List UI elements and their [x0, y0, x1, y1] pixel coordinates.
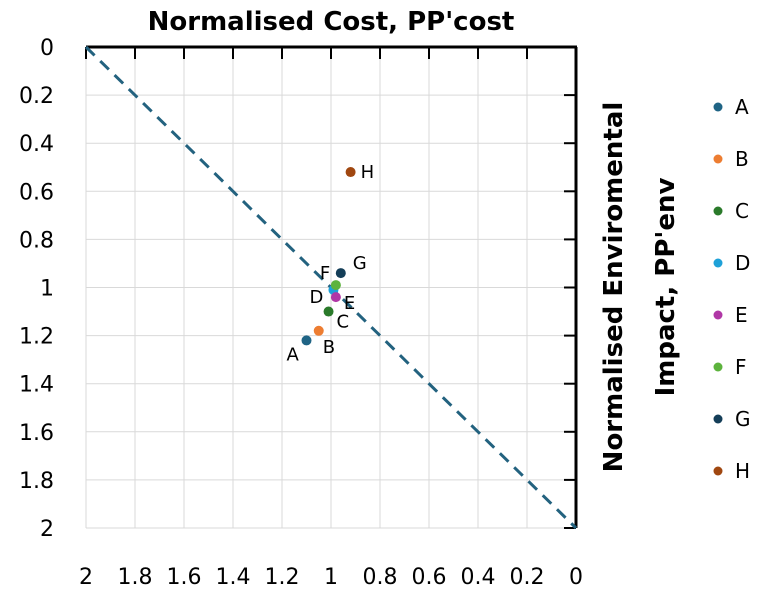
point-labels: A BCD EF G H	[287, 162, 375, 365]
y-axis-title-line2: Impact, PP'env	[651, 178, 681, 397]
data-point-e	[330, 292, 341, 303]
x-tick-label: 1.2	[265, 565, 300, 590]
y-tick-label: 0.4	[19, 132, 54, 157]
legend-marker-g	[713, 414, 723, 424]
legend-item: E	[713, 303, 748, 327]
y-tick-label: 2	[40, 517, 54, 542]
point-label-g: G	[353, 253, 367, 274]
y-tick-label: 0.2	[19, 84, 54, 109]
y-tick-labels: 0 0.2 0.4 0.6 0.8 1 1.2 1.4 1.6 1.8 2	[19, 36, 54, 542]
legend-label: E	[735, 303, 748, 327]
chart-title: Normalised Cost, PP'cost	[148, 7, 515, 37]
x-tick-label: 1.6	[167, 565, 202, 590]
y-tick-label: 0.8	[19, 228, 54, 253]
y-tick-label: 1.6	[19, 421, 54, 446]
point-label-e: E	[344, 293, 355, 314]
y-tick-label: 1.4	[19, 373, 54, 398]
legend-item: G	[713, 407, 751, 431]
x-tick-label: 0.6	[412, 565, 447, 590]
legend-item: H	[713, 459, 750, 483]
legend-marker-h	[713, 466, 723, 476]
legend-label: C	[735, 199, 749, 223]
legend-item: B	[713, 147, 749, 171]
legend-label: A	[735, 95, 749, 119]
legend-marker-d	[713, 258, 723, 268]
data-point-c	[323, 306, 334, 317]
x-tick-label: 1	[324, 565, 338, 590]
point-label-h: H	[361, 162, 375, 183]
legend-item: A	[713, 95, 749, 119]
x-tick-label: 0.8	[363, 565, 398, 590]
point-label-c: C	[337, 312, 350, 333]
legend-marker-f	[713, 362, 723, 372]
legend: A B C D E F G H	[713, 95, 751, 483]
y-tick-label: 0	[40, 36, 54, 61]
y-tick-label: 1.2	[19, 325, 54, 350]
y-axis-title: Normalised Enviromental Impact, PP'env	[599, 102, 681, 473]
legend-label: G	[735, 407, 751, 431]
axes	[85, 45, 578, 529]
y-tick-label: 1.8	[19, 469, 54, 494]
x-tick-label: 2	[79, 565, 93, 590]
x-tick-label: 0.4	[461, 565, 496, 590]
legend-marker-b	[713, 154, 723, 164]
legend-label: H	[735, 459, 750, 483]
legend-item: D	[713, 251, 750, 275]
legend-marker-e	[713, 310, 723, 320]
y-axis-title-line1: Normalised Enviromental	[599, 102, 629, 473]
x-tick-label: 1.8	[118, 565, 153, 590]
x-tick-label: 0.2	[510, 565, 545, 590]
data-point-b	[313, 325, 324, 336]
data-point-g	[335, 268, 346, 279]
point-label-b: B	[323, 337, 335, 358]
legend-marker-c	[713, 206, 723, 216]
legend-item: C	[713, 199, 749, 223]
legend-label: F	[735, 355, 747, 379]
data-point-a	[301, 335, 312, 346]
data-point-f	[330, 280, 341, 291]
data-point-h	[345, 167, 356, 178]
point-label-d: D	[309, 287, 323, 308]
x-tick-labels: 2 1.8 1.6 1.4 1.2 1 0.8 0.6 0.4 0.2 0	[79, 565, 583, 590]
legend-label: D	[735, 251, 750, 275]
y-tick-label: 0.6	[19, 180, 54, 205]
x-tick-label: 1.4	[216, 565, 251, 590]
data-points	[301, 167, 356, 346]
legend-item: F	[713, 355, 747, 379]
legend-marker-a	[713, 102, 723, 112]
point-label-a: A	[287, 344, 300, 365]
point-label-f: F	[320, 263, 330, 284]
legend-label: B	[735, 147, 749, 171]
y-tick-label: 1	[40, 277, 54, 302]
x-tick-label: 0	[569, 565, 583, 590]
